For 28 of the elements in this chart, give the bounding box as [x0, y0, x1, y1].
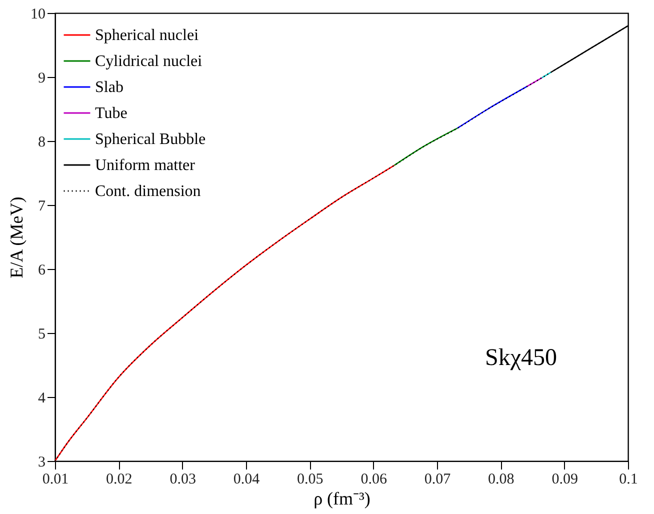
legend-label: Cylidrical nuclei [95, 53, 203, 70]
annotation: Skχ450 [485, 345, 557, 371]
legend-label: Uniform matter [95, 157, 196, 174]
y-tick-label: 4 [38, 390, 46, 406]
y-tick-label: 5 [38, 326, 46, 342]
legend-label: Spherical nuclei [95, 27, 200, 44]
legend-label: Spherical Bubble [95, 131, 206, 148]
y-tick-label: 7 [38, 198, 46, 214]
legend-label: Slab [95, 79, 124, 96]
y-tick-label: 9 [38, 70, 46, 86]
x-tick-label: 0.06 [360, 472, 388, 488]
x-tick-label: 0.1 [619, 472, 638, 488]
x-tick-label: 0.01 [42, 472, 69, 488]
y-tick-label: 3 [38, 454, 46, 470]
x-tick-label: 0.05 [297, 472, 324, 488]
x-tick-label: 0.03 [170, 472, 196, 488]
legend-label: Cont. dimension [95, 183, 201, 200]
x-axis-title: ρ (fm⁻³) [314, 488, 370, 508]
x-tick-label: 0.08 [488, 472, 514, 488]
legend-label: Tube [95, 105, 128, 122]
x-tick-label: 0.02 [106, 472, 132, 488]
y-axis-title: E/A (MeV) [6, 196, 26, 278]
x-tick-label: 0.09 [552, 472, 578, 488]
y-tick-label: 10 [30, 6, 46, 22]
y-tick-label: 8 [38, 134, 46, 150]
x-tick-label: 0.04 [233, 472, 260, 488]
y-tick-label: 6 [38, 262, 46, 278]
x-tick-label: 0.07 [424, 472, 452, 488]
